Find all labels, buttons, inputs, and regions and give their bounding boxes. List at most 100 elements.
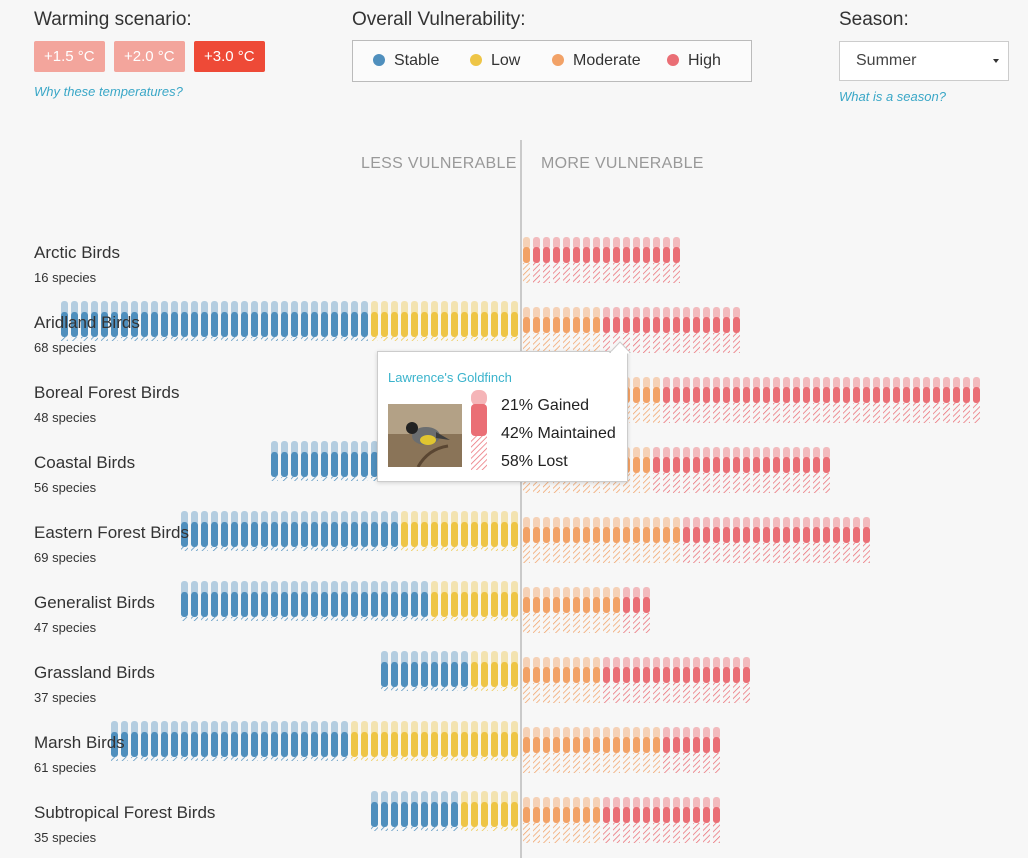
species-bar <box>121 721 128 761</box>
gained <box>813 447 820 459</box>
gained <box>633 447 640 459</box>
maintained <box>471 662 478 687</box>
species-bar <box>331 581 338 621</box>
gained <box>231 511 238 525</box>
maintained <box>533 247 540 263</box>
scenario-button[interactable]: +1.5 °C <box>34 41 105 72</box>
lost <box>553 333 560 353</box>
maintained <box>683 457 690 473</box>
gained <box>823 447 830 459</box>
species-bar <box>321 301 328 341</box>
species-bar <box>523 517 530 563</box>
group-name: Grassland Birds <box>34 663 155 682</box>
maintained <box>351 312 358 337</box>
species-bar <box>81 301 88 341</box>
maintained <box>693 737 700 753</box>
gained <box>793 447 800 459</box>
maintained <box>713 387 720 403</box>
species-bar <box>693 657 700 703</box>
lost <box>693 683 700 703</box>
species-bar <box>593 517 600 563</box>
gained <box>623 237 630 249</box>
season-select[interactable]: Summer <box>839 41 1009 81</box>
gained <box>221 581 228 595</box>
gained <box>121 301 128 315</box>
gained <box>161 301 168 315</box>
species-bar <box>733 517 740 563</box>
maintained <box>441 732 448 757</box>
gained <box>703 657 710 669</box>
lost <box>461 827 468 831</box>
lost <box>171 757 178 761</box>
species-bar <box>603 727 610 773</box>
species-bar <box>441 301 448 341</box>
gained <box>693 517 700 529</box>
lost <box>893 403 900 423</box>
lost <box>743 473 750 493</box>
gained <box>421 651 428 665</box>
maintained <box>703 387 710 403</box>
species-bar <box>511 721 518 761</box>
species-bar <box>543 237 550 283</box>
lost <box>131 757 138 761</box>
maintained <box>573 527 580 543</box>
maintained <box>451 522 458 547</box>
maintained <box>401 732 408 757</box>
lost <box>813 473 820 493</box>
species-bar <box>181 511 188 551</box>
lost <box>191 547 198 551</box>
lost <box>523 263 530 283</box>
scenario-button[interactable]: +2.0 °C <box>114 41 185 72</box>
lost <box>371 827 378 831</box>
lost <box>703 753 710 773</box>
species-bar <box>643 657 650 703</box>
group-count: 56 species <box>34 480 97 495</box>
dropdown-arrow <box>993 59 999 63</box>
species-bar <box>361 511 368 551</box>
maintained <box>241 732 248 757</box>
gained <box>291 511 298 525</box>
scenario-button[interactable]: +3.0 °C <box>194 41 265 72</box>
lost <box>391 827 398 831</box>
species-bar <box>461 511 468 551</box>
gained <box>883 377 890 389</box>
species-bar <box>623 657 630 703</box>
gained <box>371 791 378 805</box>
maintained <box>401 592 408 617</box>
maintained <box>593 317 600 333</box>
maintained <box>131 312 138 337</box>
gained <box>191 721 198 735</box>
maintained <box>171 732 178 757</box>
maintained <box>421 732 428 757</box>
lost <box>553 263 560 283</box>
maintained <box>351 452 358 477</box>
gained <box>543 517 550 529</box>
gained <box>191 301 198 315</box>
species-bar <box>101 301 108 341</box>
link[interactable]: What is a season? <box>839 89 946 104</box>
maintained <box>593 667 600 683</box>
maintained <box>703 457 710 473</box>
gained <box>683 517 690 529</box>
maintained <box>371 732 378 757</box>
maintained <box>583 737 590 753</box>
group-name: Aridland Birds <box>34 313 140 332</box>
maintained <box>211 732 218 757</box>
lost <box>583 263 590 283</box>
maintained <box>533 807 540 823</box>
maintained <box>361 592 368 617</box>
lost <box>733 473 740 493</box>
species-bar <box>723 657 730 703</box>
species-bar <box>563 657 570 703</box>
maintained <box>753 457 760 473</box>
link[interactable]: Why these temperatures? <box>34 84 183 99</box>
species-bar <box>341 301 348 341</box>
maintained <box>441 662 448 687</box>
maintained <box>813 387 820 403</box>
maintained <box>933 387 940 403</box>
species-bar <box>391 511 398 551</box>
gained <box>281 301 288 315</box>
species-bar <box>663 797 670 843</box>
gained <box>893 377 900 389</box>
gained <box>673 727 680 739</box>
